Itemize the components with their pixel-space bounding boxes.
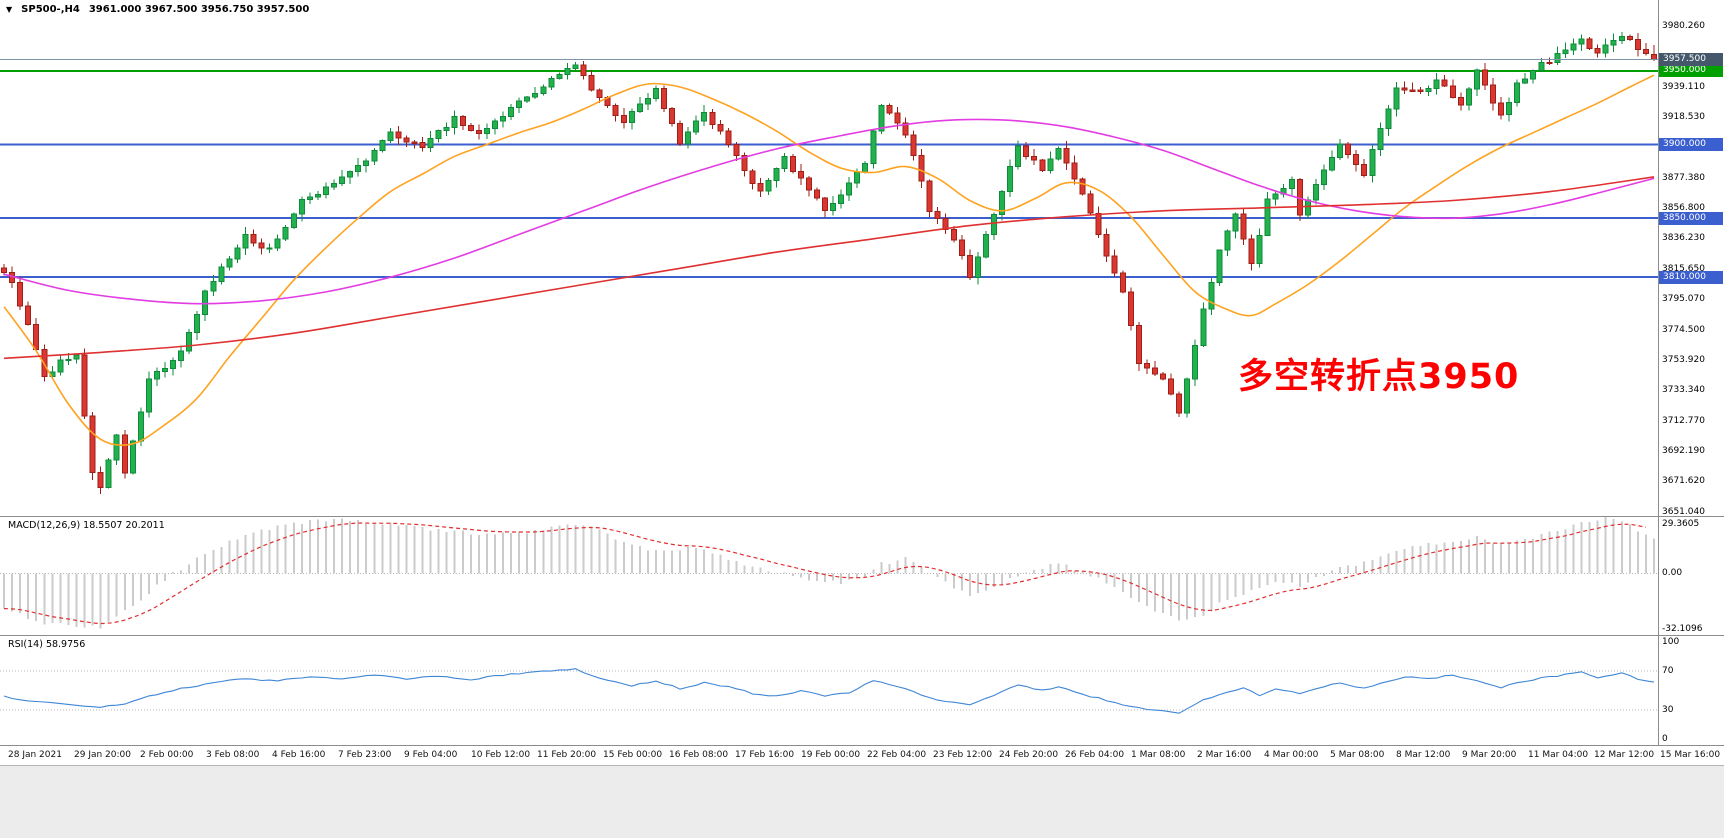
rsi-pane[interactable]: RSI(14) 58.9756 — [0, 636, 1658, 745]
time-axis-label: 9 Mar 20:00 — [1462, 750, 1517, 760]
price-axis-label: 3651.040 — [1662, 507, 1705, 517]
price-axis-label: 3918.530 — [1662, 112, 1705, 122]
price-axis-label: 3877.380 — [1662, 173, 1705, 183]
price-axis-label: 3815.650 — [1662, 264, 1705, 274]
price-axis-label: 3856.800 — [1662, 203, 1705, 213]
ma-line-medium-magenta — [3, 118, 1655, 305]
time-axis-label: 23 Feb 12:00 — [933, 750, 993, 760]
rsi-axis-label: 0 — [1662, 734, 1668, 744]
chart-ohlc-values: 3961.000 3967.500 3956.750 3957.500 — [88, 4, 310, 15]
rsi-axis-label: 30 — [1662, 705, 1674, 715]
horizontal-level-lines — [0, 69, 1658, 279]
price-axis-label: 3753.920 — [1662, 355, 1705, 365]
time-axis-label: 10 Feb 12:00 — [471, 750, 531, 760]
price-tag-level: 3810.000 — [1659, 271, 1723, 284]
time-axis-label: 15 Feb 00:00 — [603, 750, 663, 760]
macd-axis-label: 0.00 — [1662, 568, 1683, 578]
annotation-text: 多空转折点3950 — [1238, 357, 1520, 397]
macd-axis-label: -32.1096 — [1662, 624, 1703, 634]
time-axis-divider — [0, 745, 1724, 746]
chart-dropdown-icon[interactable]: ▼ — [6, 4, 13, 14]
chart-symbol-period: SP500-,H4 — [21, 4, 80, 15]
pane-divider-macd[interactable] — [0, 516, 1724, 517]
rsi-label: RSI(14) 58.9756 — [8, 639, 86, 650]
price-axis-label: 3774.500 — [1662, 325, 1705, 335]
time-axis-label: 4 Mar 00:00 — [1264, 750, 1319, 760]
macd-label: MACD(12,26,9) 18.5507 20.2011 — [8, 520, 165, 531]
price-axis-label: 3671.620 — [1662, 476, 1705, 486]
time-axis-label: 11 Feb 20:00 — [537, 750, 597, 760]
time-axis-label: 11 Mar 04:00 — [1528, 750, 1589, 760]
candlestick-chart-svg — [0, 32, 1658, 495]
time-axis[interactable]: 28 Jan 2021 29 Jan 20:00 2 Feb 00:00 3 Feb … — [0, 746, 1724, 765]
pane-divider-rsi[interactable] — [0, 635, 1724, 636]
price-tag-current: 3957.500 — [1659, 53, 1723, 66]
time-axis-label: 3 Feb 08:00 — [206, 750, 260, 760]
time-axis-label: 1 Mar 08:00 — [1131, 750, 1186, 760]
ma-line-slow-red — [3, 176, 1655, 360]
time-axis-label: 28 Jan 2021 — [8, 750, 62, 760]
time-axis-label: 2 Mar 16:00 — [1197, 750, 1252, 760]
time-axis-label: 16 Feb 08:00 — [669, 750, 729, 760]
time-axis-label: 8 Mar 12:00 — [1396, 750, 1451, 760]
price-axis-label: 3692.190 — [1662, 446, 1705, 456]
ma-line-fast-orange — [3, 74, 1655, 446]
time-axis-label: 22 Feb 04:00 — [867, 750, 927, 760]
main-chart-pane[interactable]: ▼ SP500-,H4 3961.000 3967.500 3956.750 3… — [0, 0, 1658, 516]
time-axis-label: 24 Feb 20:00 — [999, 750, 1059, 760]
macd-signal-line — [3, 522, 1647, 625]
price-tag-level: 3900.000 — [1659, 138, 1723, 151]
macd-indicator-svg — [0, 517, 1658, 629]
price-axis[interactable]: 3980.260 3939.110 3918.530 3877.380 3856.800… — [1659, 0, 1724, 745]
price-axis-label: 3712.770 — [1662, 416, 1705, 426]
price-axis-label: 3980.260 — [1662, 21, 1705, 31]
price-axis-label: 3939.110 — [1662, 82, 1705, 92]
macd-axis-label: 29.3605 — [1662, 519, 1700, 529]
price-tag-level: 3950.000 — [1659, 64, 1723, 77]
rsi-indicator-svg — [0, 668, 1658, 714]
time-axis-label: 5 Mar 08:00 — [1330, 750, 1385, 760]
rsi-line — [3, 668, 1655, 714]
price-tag-level: 3850.000 — [1659, 212, 1723, 225]
time-axis-label: 26 Feb 04:00 — [1065, 750, 1125, 760]
time-axis-label: 9 Feb 04:00 — [404, 750, 458, 760]
chart-title: ▼ SP500-,H4 3961.000 3967.500 3956.750 3… — [6, 4, 309, 15]
macd-histogram — [3, 517, 1655, 629]
window-bottom-strip — [0, 765, 1724, 838]
rsi-axis-label: 100 — [1662, 637, 1680, 647]
time-axis-label: 17 Feb 16:00 — [735, 750, 795, 760]
time-axis-label: 29 Jan 20:00 — [74, 750, 131, 760]
rsi-axis-label: 70 — [1662, 666, 1674, 676]
time-axis-label: 19 Feb 00:00 — [801, 750, 861, 760]
time-axis-label: 2 Feb 00:00 — [140, 750, 194, 760]
macd-pane[interactable]: MACD(12,26,9) 18.5507 20.2011 — [0, 517, 1658, 635]
time-axis-label: 4 Feb 16:00 — [272, 750, 326, 760]
time-axis-label: 7 Feb 23:00 — [338, 750, 392, 760]
price-axis-border — [1658, 0, 1659, 745]
price-axis-label: 3733.340 — [1662, 385, 1705, 395]
candles-layer — [1, 32, 1657, 495]
time-axis-label: 12 Mar 12:00 — [1594, 750, 1655, 760]
price-axis-label: 3795.070 — [1662, 294, 1705, 304]
time-axis-label: 15 Mar 16:00 — [1660, 750, 1721, 760]
price-axis-label: 3836.230 — [1662, 233, 1705, 243]
